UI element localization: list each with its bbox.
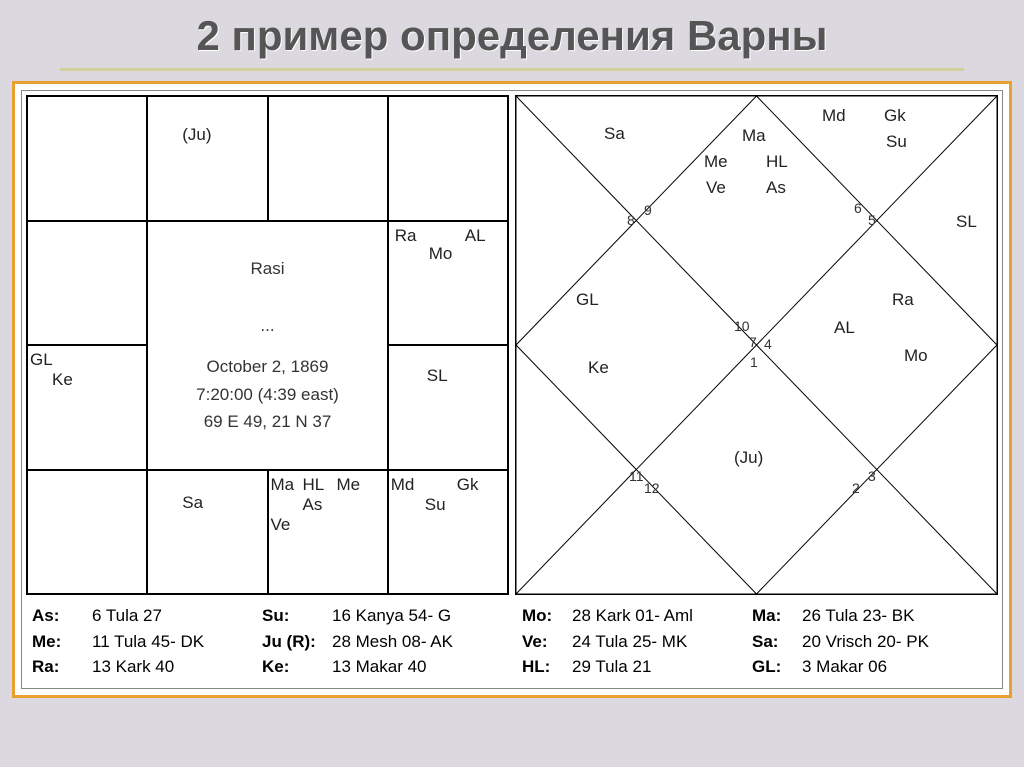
charts-row: (Ju) Rasi ... October 2, 1869 7:20:00 (4… xyxy=(22,91,1002,599)
tbl-val: 16 Kanya 54- G xyxy=(332,603,522,629)
house-num: 10 xyxy=(734,318,750,334)
tbl-val: 29 Tula 21 xyxy=(572,654,752,680)
planet-label: Sa xyxy=(182,493,203,513)
south-cell-9 xyxy=(27,470,147,595)
planet-label: Mo xyxy=(429,244,453,264)
house-num: 5 xyxy=(868,212,876,228)
planet-label: GL xyxy=(576,290,599,310)
south-cell-11: Ma HL Me As Ve xyxy=(268,470,388,595)
house-num: 2 xyxy=(852,480,860,496)
house-num: 11 xyxy=(629,468,644,484)
tbl-val: 3 Makar 06 xyxy=(802,654,962,680)
tbl-key: Ke: xyxy=(262,654,332,680)
tbl-val: 13 Makar 40 xyxy=(332,654,522,680)
tbl-key: Su: xyxy=(262,603,332,629)
planet-label: As xyxy=(303,495,323,515)
center-date: October 2, 1869 xyxy=(207,353,329,380)
center-dots: ... xyxy=(260,312,274,339)
south-cell-4 xyxy=(388,96,508,221)
tbl-key: Ma: xyxy=(752,603,802,629)
planet-label: Me xyxy=(337,475,361,495)
planet-label: Ra xyxy=(395,226,417,246)
planet-label: Mo xyxy=(904,346,928,366)
tbl-val: 13 Kark 40 xyxy=(92,654,262,680)
positions-table: As:6 Tula 27 Su:16 Kanya 54- G Mo:28 Kar… xyxy=(22,599,1002,688)
planet-label: HL xyxy=(303,475,325,495)
south-cell-7: GL Ke xyxy=(27,345,147,470)
tbl-val: 6 Tula 27 xyxy=(92,603,262,629)
planet-label: Ve xyxy=(706,178,726,198)
planet-label: Md xyxy=(822,106,846,126)
planet-label: Ke xyxy=(52,370,73,390)
south-cell-10: Sa xyxy=(147,470,267,595)
tbl-key: GL: xyxy=(752,654,802,680)
planet-label: GL xyxy=(30,350,53,370)
house-num: 6 xyxy=(854,200,862,216)
planet-label: Ma xyxy=(271,475,295,495)
house-num: 4 xyxy=(764,336,772,352)
house-num: 12 xyxy=(644,480,660,496)
tbl-key: As: xyxy=(32,603,92,629)
house-num: 1 xyxy=(750,354,758,370)
tbl-key: Ju (R): xyxy=(262,629,332,655)
planet-label: Ra xyxy=(892,290,914,310)
south-cell-2: (Ju) xyxy=(147,96,267,221)
house-num: 9 xyxy=(644,202,652,218)
tbl-key: Me: xyxy=(32,629,92,655)
chart-name: Rasi xyxy=(250,255,284,282)
planet-label: (Ju) xyxy=(182,125,211,145)
house-num: 3 xyxy=(868,468,876,484)
house-num: 8 xyxy=(627,212,635,228)
planet-label: HL xyxy=(766,152,788,172)
page-title: 2 пример определения Варны xyxy=(0,0,1024,68)
planet-label: Gk xyxy=(884,106,906,126)
south-center: Rasi ... October 2, 1869 7:20:00 (4:39 e… xyxy=(147,221,388,470)
planet-label: Ke xyxy=(588,358,609,378)
planet-label: SL xyxy=(427,366,448,386)
planet-label: As xyxy=(766,178,786,198)
planet-label: Sa xyxy=(604,124,625,144)
planet-label: Su xyxy=(886,132,907,152)
tbl-val: 28 Kark 01- Aml xyxy=(572,603,752,629)
planet-label: (Ju) xyxy=(734,448,763,468)
tbl-key: Ve: xyxy=(522,629,572,655)
south-cell-5 xyxy=(27,221,147,346)
south-cell-1 xyxy=(27,96,147,221)
planet-label: AL xyxy=(834,318,855,338)
house-num: 7 xyxy=(749,334,757,350)
south-chart: (Ju) Rasi ... October 2, 1869 7:20:00 (4… xyxy=(26,95,509,595)
north-chart: 7 8 9 10 11 12 1 2 3 4 5 6 Ma Me HL Ve A… xyxy=(515,95,998,595)
tbl-val: 11 Tula 45- DK xyxy=(92,629,262,655)
planet-label: Md xyxy=(391,475,415,495)
center-time: 7:20:00 (4:39 east) xyxy=(196,381,339,408)
tbl-val: 28 Mesh 08- AK xyxy=(332,629,522,655)
tbl-key: Ra: xyxy=(32,654,92,680)
center-coords: 69 E 49, 21 N 37 xyxy=(204,408,332,435)
tbl-key: HL: xyxy=(522,654,572,680)
planet-label: Me xyxy=(704,152,728,172)
planet-label: Gk xyxy=(457,475,479,495)
tbl-val: 20 Vrisch 20- PK xyxy=(802,629,962,655)
tbl-val: 26 Tula 23- BK xyxy=(802,603,962,629)
south-cell-3 xyxy=(268,96,388,221)
inner-frame: (Ju) Rasi ... October 2, 1869 7:20:00 (4… xyxy=(21,90,1003,689)
outer-frame: (Ju) Rasi ... October 2, 1869 7:20:00 (4… xyxy=(12,81,1012,698)
south-cell-12: Md Gk Su xyxy=(388,470,508,595)
tbl-key: Sa: xyxy=(752,629,802,655)
planet-label: Su xyxy=(425,495,446,515)
planet-label: Ma xyxy=(742,126,766,146)
south-cell-6: Ra Mo AL xyxy=(388,221,508,346)
tbl-val: 24 Tula 25- MK xyxy=(572,629,752,655)
planet-label: SL xyxy=(956,212,977,232)
tbl-key: Mo: xyxy=(522,603,572,629)
title-underline xyxy=(60,68,964,71)
planet-label: AL xyxy=(465,226,486,246)
planet-label: Ve xyxy=(271,515,291,535)
south-cell-8: SL xyxy=(388,345,508,470)
